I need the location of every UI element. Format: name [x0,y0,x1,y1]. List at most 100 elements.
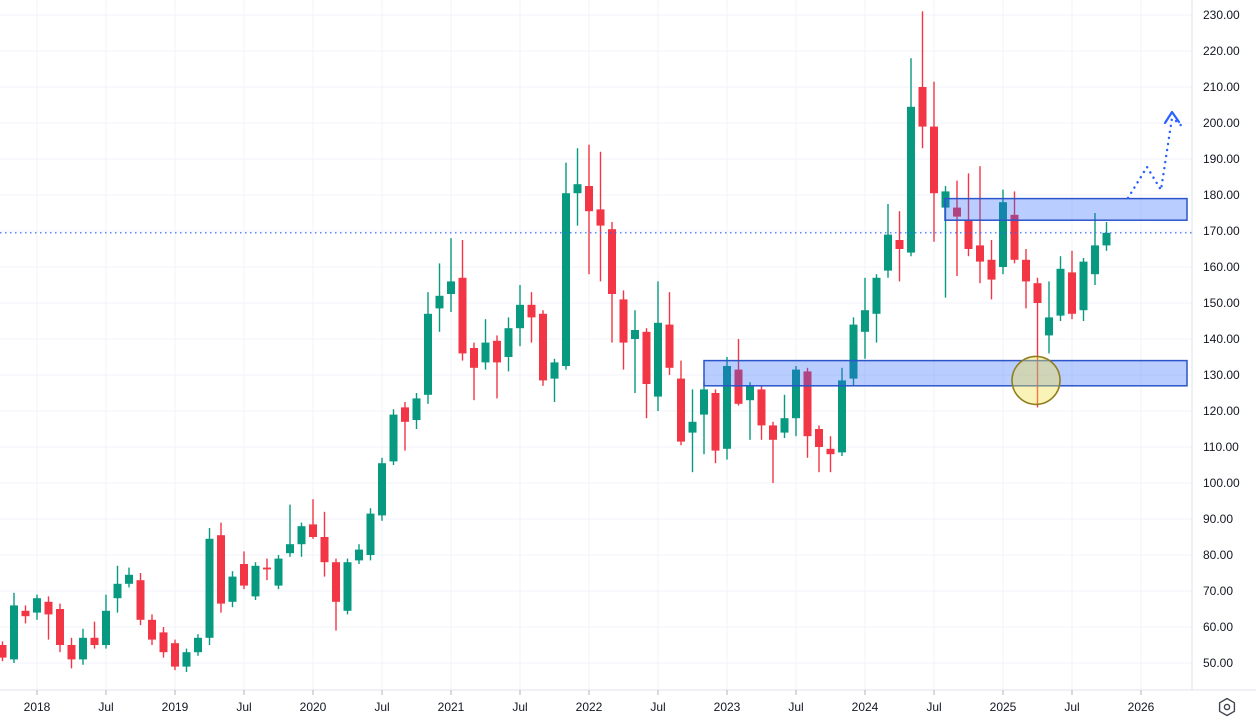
candle-2024-03 [884,204,892,278]
candle-2024-04 [895,211,904,282]
candle-2022-06 [642,328,651,419]
axis-separators [0,0,1256,691]
price-axis-label: 160.00 [1203,260,1240,274]
price-axis-label: 200.00 [1203,116,1240,130]
candle-2024-11 [976,166,984,284]
price-axis-label: 50.00 [1203,656,1233,670]
candle-2020-02 [320,511,329,577]
candle-2020-08 [389,409,398,465]
price-axis-label: 80.00 [1203,548,1233,562]
candle-2020-03 [332,558,340,631]
candle-2020-11 [424,292,432,404]
time-axis-label: 2020 [300,700,327,714]
candle-2022-08 [665,292,674,375]
candle-2022-10 [688,389,697,473]
time-axis-label: Jul [374,700,389,714]
candle-2018-10 [136,573,145,626]
candle-2019-06 [228,571,237,608]
candle-2023-03 [746,382,754,440]
timezone-settings-icon[interactable] [1218,697,1236,717]
time-axis-label: Jul [98,700,113,714]
candle-2021-09 [539,310,547,386]
candle-2022-04 [619,290,628,370]
time-axis-label: Jul [788,700,803,714]
candle-2022-03 [608,222,616,343]
candle-2020-07 [378,457,386,521]
price-axis-label: 170.00 [1203,224,1240,238]
candle-2023-10 [826,436,835,473]
candle-2020-09 [401,402,409,451]
candle-2021-07 [516,285,524,347]
candle-2019-09 [263,558,271,581]
candle-2019-08 [251,562,260,600]
candle-2020-06 [366,508,375,561]
price-axis-label: 150.00 [1203,296,1240,310]
candle-2024-06 [918,11,927,149]
candle-2021-01 [447,238,455,312]
price-axis-label: 130.00 [1203,368,1240,382]
candle-2025-01 [999,189,1007,275]
candle-2024-10 [964,173,973,257]
candle-2023-09 [815,425,823,473]
candle-2023-02 [734,339,743,406]
candle-2019-11 [286,504,294,557]
rectangle-drawing-lower-zone[interactable] [703,359,1188,387]
candle-2023-11 [838,367,846,456]
candle-2020-04 [343,558,352,615]
candle-2022-01 [585,144,593,275]
price-axis-label: 120.00 [1203,404,1240,418]
candle-2022-02 [596,151,605,282]
candle-2023-06 [780,394,789,438]
candle-2023-01 [723,357,731,460]
candle-2025-08 [1079,258,1088,321]
candle-2021-06 [504,317,513,372]
circle-drawing-highlight[interactable] [1011,355,1061,406]
arrowhead-icon [1163,110,1181,125]
time-axis-label: 2026 [1128,700,1155,714]
price-axis-label: 190.00 [1203,152,1240,166]
price-axis[interactable]: 230.00 220.00 210.00 200.00 190.00 180.00 170.… [1203,8,1240,670]
time-axis[interactable]: 2018 Jul 2019 Jul 2020 Jul 2021 Jul 2022 Jul 2023 J… [24,690,1155,714]
projection-arrow-drawing[interactable] [1126,110,1186,200]
candle-2019-02 [182,648,191,672]
candle-2021-10 [550,358,559,402]
candle-2025-07 [1068,250,1076,320]
candles-series [0,11,1111,672]
time-axis-label: Jul [1064,700,1079,714]
candle-2021-12 [573,148,582,226]
candle-2018-05 [79,628,87,665]
time-axis-label: Jul [512,700,527,714]
candle-2018-12 [159,627,168,658]
time-axis-label: 2018 [24,700,51,714]
candle-2017-11 [10,592,18,663]
time-axis-label: 2022 [576,700,603,714]
time-axis-label: Jul [926,700,941,714]
rectangle-drawing-upper-zone[interactable] [944,197,1188,221]
candle-2025-09 [1091,213,1099,285]
time-axis-label: 2019 [162,700,189,714]
candle-2023-05 [769,421,777,483]
candle-2019-01 [171,639,179,671]
candle-2025-06 [1056,256,1065,321]
candle-2017-12 [21,605,30,624]
candle-2022-12 [711,389,720,464]
candle-2023-12 [849,317,858,386]
candle-2018-06 [90,621,99,649]
candle-2019-05 [217,522,225,613]
candle-2021-04 [481,319,490,370]
time-axis-label: 2025 [990,700,1017,714]
price-axis-label: 220.00 [1203,44,1240,58]
candle-2023-07 [792,366,800,437]
candle-2021-02 [458,240,467,361]
price-axis-label: 100.00 [1203,476,1240,490]
candle-2025-05 [1045,281,1053,354]
candle-2024-12 [987,240,996,300]
candle-2019-07 [240,551,248,590]
time-axis-label: 2021 [438,700,465,714]
candle-2018-01 [33,594,41,620]
price-axis-label: 140.00 [1203,332,1240,346]
candle-2024-07 [930,81,938,242]
candle-2024-02 [872,274,881,343]
